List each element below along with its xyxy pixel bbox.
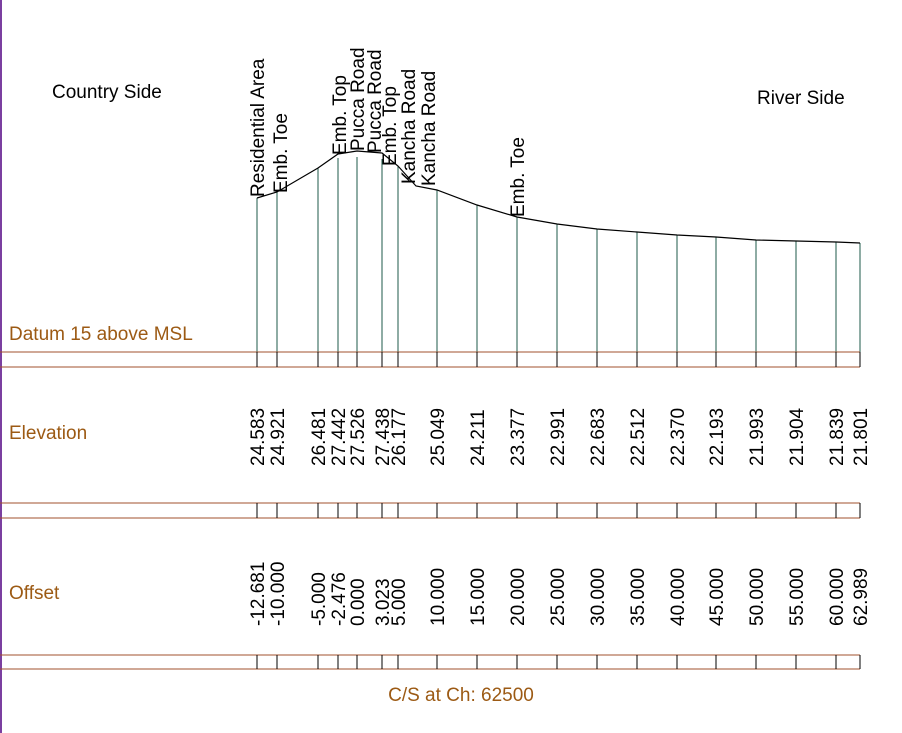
elevation-value: 22.370 xyxy=(668,408,689,466)
offset-value: 0.000 xyxy=(348,578,369,626)
elevation-value: 26.177 xyxy=(389,408,410,466)
chainage-caption: C/S at Ch: 62500 xyxy=(388,685,534,706)
feature-label: Kancha Road xyxy=(399,69,420,184)
elevation-value: 22.683 xyxy=(588,408,609,466)
offset-value: 62.989 xyxy=(851,568,872,626)
offset-value: 30.000 xyxy=(588,568,609,626)
offset-value: 60.000 xyxy=(827,568,848,626)
station-verticals xyxy=(256,157,861,352)
offset-value: 15.000 xyxy=(468,568,489,626)
offset-value: 40.000 xyxy=(668,568,689,626)
elevation-value: 27.526 xyxy=(348,408,369,466)
elevation-value: 21.993 xyxy=(747,408,768,466)
feature-label: Pucca Road xyxy=(348,47,369,151)
feature-label: Pucca Road xyxy=(365,49,386,153)
elevation-value: 21.801 xyxy=(851,408,872,466)
elevation-value: 26.481 xyxy=(309,408,330,466)
offset-value: 5.000 xyxy=(389,578,410,626)
elevation-value: 24.921 xyxy=(268,408,289,466)
offset-value: 25.000 xyxy=(548,568,569,626)
feature-label: Emb. Top xyxy=(330,75,351,155)
offset-value: -10.000 xyxy=(268,562,289,626)
table-bands xyxy=(0,351,861,670)
elevation-value: 22.193 xyxy=(707,408,728,466)
elevation-value: 24.211 xyxy=(468,409,489,466)
elevation-value: 21.839 xyxy=(827,408,848,466)
feature-label: Residential Area xyxy=(248,58,269,197)
elevation-value: 27.438 xyxy=(373,408,394,466)
offset-value: 20.000 xyxy=(508,568,529,626)
elevation-value: 27.442 xyxy=(329,408,350,466)
offset-value: 3.023 xyxy=(373,578,394,626)
offset-value: 10.000 xyxy=(428,568,449,626)
elevation-row-label: Elevation xyxy=(9,423,87,444)
elevation-value: 24.583 xyxy=(248,408,269,466)
feature-label: Emb. Top xyxy=(380,86,401,166)
feature-label: Emb. Toe xyxy=(508,137,529,217)
elevation-value: 25.049 xyxy=(428,408,449,466)
offset-value: -2.476 xyxy=(329,572,350,626)
country-side-label: Country Side xyxy=(52,82,162,103)
datum-label: Datum 15 above MSL xyxy=(9,324,193,345)
river-side-label: River Side xyxy=(757,88,845,109)
offset-value: 35.000 xyxy=(628,568,649,626)
elevation-value: 22.991 xyxy=(548,408,569,466)
offset-value: -12.681 xyxy=(248,562,269,626)
offset-value: 45.000 xyxy=(707,568,728,626)
feature-label: Emb. Toe xyxy=(271,113,292,193)
offset-value: -5.000 xyxy=(309,572,330,626)
offset-value: 50.000 xyxy=(747,568,768,626)
offset-row-label: Offset xyxy=(9,583,60,604)
elevation-value: 23.377 xyxy=(508,408,529,466)
ground-profile-line xyxy=(256,150,861,244)
elevation-value: 21.904 xyxy=(787,407,808,466)
elevation-value: 22.512 xyxy=(628,408,649,466)
offset-value: 55.000 xyxy=(787,568,808,626)
feature-label: Kancha Road xyxy=(419,71,440,186)
